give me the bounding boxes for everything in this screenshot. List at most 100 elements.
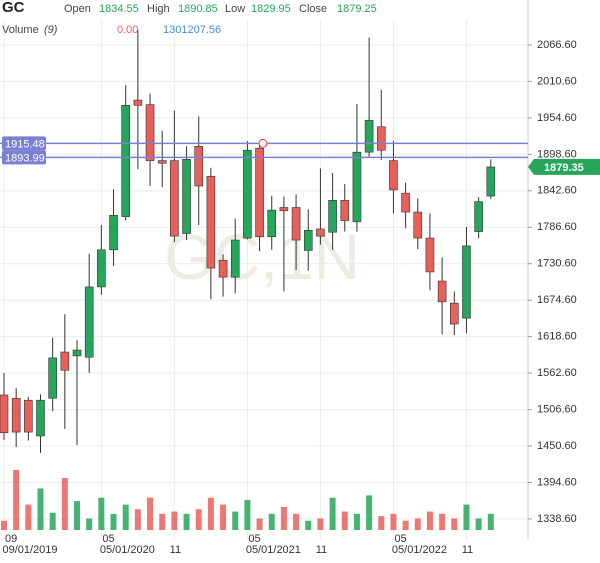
line-label: 1893.99 bbox=[5, 152, 45, 164]
y-tick-label: 1842.60 bbox=[537, 185, 577, 197]
volume-bar bbox=[110, 513, 117, 530]
y-tick-label: 1338.60 bbox=[537, 513, 577, 525]
line-anchor bbox=[258, 138, 268, 148]
candle-body bbox=[255, 147, 264, 238]
volume-bar bbox=[414, 518, 421, 530]
x-tick-label: 05/01/2020 bbox=[100, 544, 155, 556]
volume-bar bbox=[329, 497, 336, 530]
volume-bar bbox=[1, 520, 7, 530]
volume-bar bbox=[439, 513, 446, 530]
volume-bar bbox=[61, 478, 68, 530]
candle-body bbox=[352, 151, 362, 223]
candle-body bbox=[449, 302, 459, 325]
volume-bar bbox=[49, 512, 56, 530]
price-tag bbox=[528, 158, 600, 175]
candle-body bbox=[486, 166, 496, 197]
candle-body bbox=[230, 239, 240, 278]
y-tick-label: 1562.60 bbox=[537, 367, 577, 379]
y-tick-label: 1730.60 bbox=[537, 258, 577, 270]
candle-body bbox=[425, 237, 435, 273]
candle-body bbox=[60, 351, 70, 371]
x-tick-label: 05 bbox=[248, 533, 260, 545]
volume-bar bbox=[98, 497, 105, 530]
y-tick-label: 1786.60 bbox=[537, 221, 577, 233]
volume-bar bbox=[463, 504, 470, 530]
volume-bar bbox=[378, 516, 385, 530]
y-tick-label: 1618.60 bbox=[537, 331, 577, 343]
candle-body bbox=[413, 211, 423, 239]
volume-bar bbox=[207, 497, 214, 530]
candle-body bbox=[303, 229, 313, 251]
candle-body bbox=[84, 286, 94, 358]
legend-value: 1829.95 bbox=[251, 3, 291, 15]
legend-label: Volume bbox=[2, 24, 39, 36]
volume-bar bbox=[390, 513, 397, 530]
candle-body bbox=[72, 349, 82, 357]
candle-body bbox=[48, 357, 57, 399]
legend-label: Close bbox=[299, 3, 327, 15]
volume-bar bbox=[256, 518, 263, 530]
volume-bar bbox=[268, 513, 275, 530]
volume-bar bbox=[159, 513, 166, 530]
candle-body bbox=[401, 192, 410, 213]
y-tick-label: 1394.60 bbox=[537, 476, 577, 488]
candle-body bbox=[109, 215, 118, 251]
volume-bar bbox=[487, 513, 494, 530]
legend-value: 1879.25 bbox=[337, 3, 377, 15]
candle-body bbox=[291, 207, 301, 241]
volume-bar bbox=[475, 518, 482, 530]
x-tick-label: 05/01/2022 bbox=[392, 544, 447, 556]
candle-body bbox=[243, 149, 252, 239]
line-label: 1915.48 bbox=[5, 138, 45, 150]
volume-bar bbox=[280, 506, 287, 530]
candle-body bbox=[267, 209, 277, 238]
volume-bar bbox=[341, 511, 348, 530]
volume-bar bbox=[402, 520, 409, 530]
x-tick-label: 05/01/2021 bbox=[246, 544, 301, 556]
volume-bar bbox=[195, 509, 202, 530]
candle-body bbox=[206, 175, 216, 269]
y-tick-label: 1898.60 bbox=[537, 148, 577, 160]
volume-bar bbox=[317, 518, 324, 530]
candle-body bbox=[36, 399, 45, 437]
y-tick-label: 1506.60 bbox=[537, 403, 577, 415]
volume-bar bbox=[86, 518, 93, 530]
volume-bar bbox=[426, 511, 433, 530]
volume-bar bbox=[305, 520, 312, 530]
symbol: GC bbox=[2, 0, 25, 16]
x-tick-label: 09 bbox=[5, 533, 17, 545]
volume-bar bbox=[147, 497, 154, 530]
volume-bar bbox=[353, 513, 360, 530]
candle-body bbox=[364, 119, 374, 153]
candle-body bbox=[133, 99, 143, 106]
price-tag-label: 1879.35 bbox=[544, 162, 584, 174]
x-tick-label: 05 bbox=[394, 533, 406, 545]
y-tick-label: 1674.60 bbox=[537, 294, 577, 306]
legend-label: High bbox=[147, 3, 170, 15]
candle-body bbox=[328, 200, 337, 233]
candle-body bbox=[437, 280, 447, 303]
candle-body bbox=[157, 160, 167, 164]
x-tick-label: 11 bbox=[170, 544, 181, 556]
volume-bar bbox=[13, 470, 20, 530]
candle-body bbox=[24, 399, 33, 433]
volume-bar bbox=[171, 511, 178, 530]
volume-bar bbox=[244, 500, 251, 530]
legend-label: Open bbox=[64, 3, 91, 15]
line-label-box bbox=[2, 136, 46, 151]
candle-body bbox=[97, 249, 106, 288]
candle-body bbox=[474, 201, 483, 232]
candle-body bbox=[316, 228, 325, 237]
candle-body bbox=[0, 394, 9, 434]
legend-value: 1834.55 bbox=[99, 3, 139, 15]
volume-bar bbox=[451, 518, 458, 530]
candle-body bbox=[340, 200, 350, 221]
y-tick-label: 2010.60 bbox=[537, 75, 577, 87]
legend-value: 1890.85 bbox=[178, 3, 218, 15]
legend-value: 0.00 bbox=[117, 24, 138, 36]
candle-body bbox=[145, 104, 155, 161]
candle-body bbox=[194, 145, 204, 187]
candle-body bbox=[279, 207, 289, 212]
y-tick-label: 1450.60 bbox=[537, 440, 577, 452]
legend-label: (9) bbox=[44, 24, 58, 36]
